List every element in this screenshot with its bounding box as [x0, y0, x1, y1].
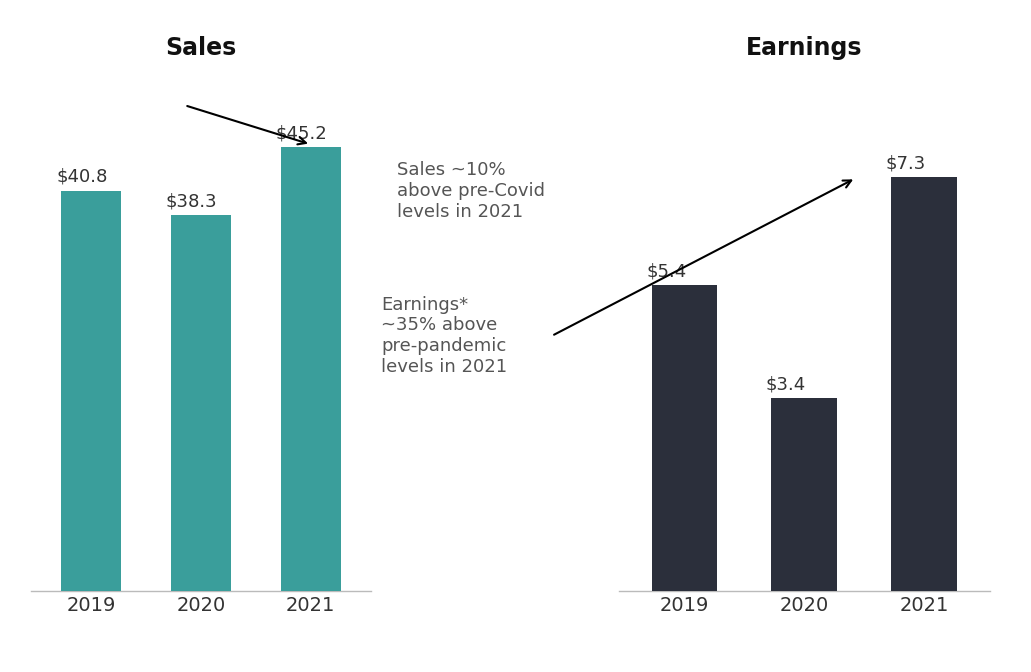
Bar — [891, 177, 957, 591]
Text: $45.2: $45.2 — [275, 124, 328, 142]
Bar — [61, 191, 122, 591]
Text: Earnings*
~35% above
pre-pandemic
levels in 2021: Earnings* ~35% above pre-pandemic levels… — [381, 296, 507, 376]
Bar — [171, 215, 231, 591]
Text: $5.4: $5.4 — [646, 262, 687, 280]
Text: Earnings: Earnings — [746, 36, 862, 60]
Text: Sales ~10%
above pre-Covid
levels in 2021: Sales ~10% above pre-Covid levels in 202… — [397, 161, 545, 221]
Text: $38.3: $38.3 — [166, 192, 218, 210]
Text: $40.8: $40.8 — [56, 168, 107, 185]
Text: $7.3: $7.3 — [886, 155, 926, 173]
Bar — [280, 147, 341, 591]
Text: Sales: Sales — [165, 36, 237, 60]
Bar — [652, 285, 718, 591]
Bar — [771, 398, 837, 591]
Text: $3.4: $3.4 — [766, 376, 806, 394]
